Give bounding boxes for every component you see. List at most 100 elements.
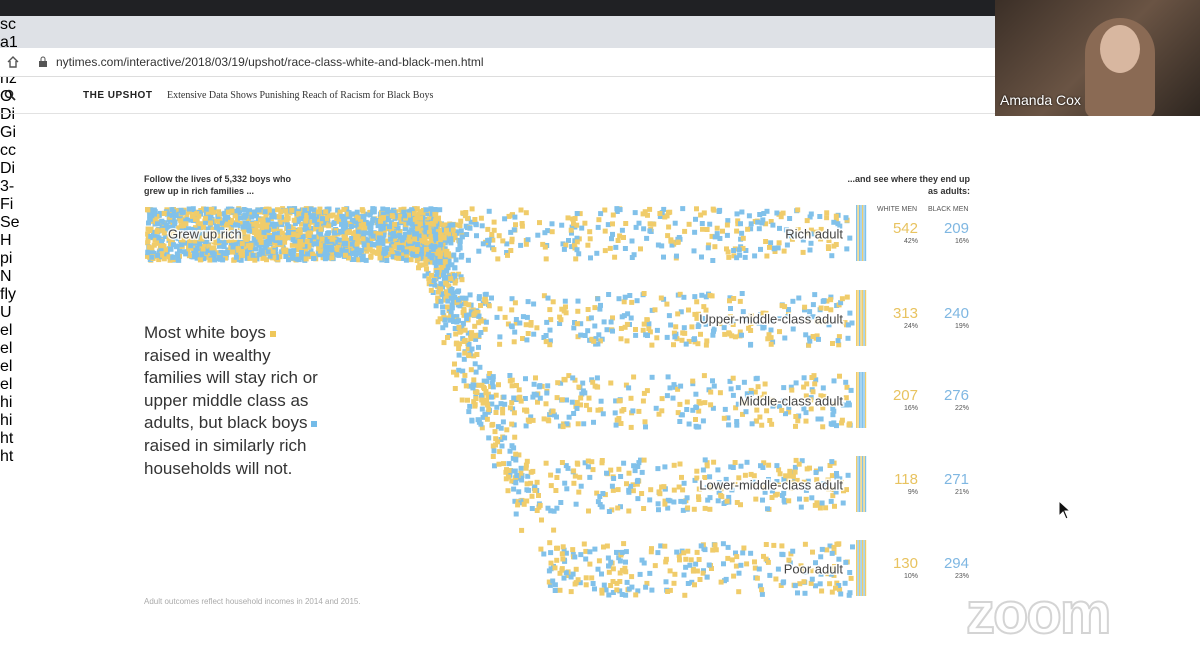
person-dot: [658, 295, 664, 301]
person-dot: [619, 549, 625, 555]
person-dot: [560, 544, 566, 550]
person-dot: [652, 307, 658, 313]
section-name[interactable]: THE UPSHOT: [83, 90, 153, 101]
person-dot: [453, 331, 459, 337]
tab[interactable]: Se: [0, 214, 1200, 232]
person-dot: [831, 420, 837, 426]
person-dot: [558, 500, 564, 505]
person-dot: [243, 207, 249, 213]
person-dot: [300, 234, 306, 240]
person-dot: [509, 400, 515, 405]
person-dot: [690, 378, 696, 384]
tab[interactable]: ht: [0, 430, 1200, 448]
person-dot: [216, 255, 222, 260]
tab[interactable]: Di: [0, 160, 1200, 178]
person-dot: [575, 421, 581, 427]
person-dot: [216, 238, 222, 244]
person-dot: [464, 232, 470, 237]
stripe: [865, 540, 867, 596]
tab[interactable]: U: [0, 304, 1200, 322]
person-dot: [231, 237, 237, 243]
person-dot: [637, 571, 643, 577]
tab[interactable]: sc: [0, 16, 1200, 34]
tab[interactable]: Di: [0, 106, 1200, 124]
person-dot: [511, 339, 517, 345]
tab[interactable]: Fi: [0, 196, 1200, 214]
person-dot: [808, 227, 814, 233]
person-dot: [560, 556, 566, 562]
person-dot: [813, 583, 818, 589]
person-dot: [317, 206, 323, 212]
person-dot: [402, 226, 408, 231]
url[interactable]: nytimes.com/interactive/2018/03/19/upsho…: [56, 55, 484, 69]
person-dot: [531, 301, 537, 307]
person-dot: [415, 226, 421, 232]
person-dot: [387, 224, 392, 230]
person-dot: [847, 310, 853, 316]
person-dot: [480, 241, 486, 247]
tab[interactable]: a1: [0, 34, 1200, 52]
person-dot: [486, 303, 492, 309]
person-dot: [315, 209, 321, 215]
person-dot: [680, 330, 686, 336]
person-dot: [603, 587, 609, 593]
tab[interactable]: el: [0, 322, 1200, 340]
person-dot: [253, 225, 259, 231]
person-dot: [792, 469, 798, 475]
person-dot: [748, 321, 754, 326]
person-dot: [471, 353, 477, 359]
person-dot: [282, 236, 288, 242]
person-dot: [229, 208, 235, 214]
tab[interactable]: fly: [0, 286, 1200, 304]
person-dot: [452, 280, 458, 286]
tab[interactable]: Gi: [0, 124, 1200, 142]
person-dot: [752, 559, 757, 565]
person-dot: [558, 317, 564, 323]
person-dot: [763, 221, 769, 227]
person-dot: [448, 236, 454, 242]
person-dot: [732, 460, 738, 465]
person-dot: [479, 223, 485, 229]
tab[interactable]: el: [0, 358, 1200, 376]
person-dot: [318, 226, 324, 232]
person-dot: [505, 474, 511, 480]
tab[interactable]: el: [0, 376, 1200, 394]
tab[interactable]: el: [0, 340, 1200, 358]
person-dot: [236, 210, 242, 216]
person-dot: [219, 227, 225, 232]
tab[interactable]: pi: [0, 250, 1200, 268]
tab[interactable]: ht: [0, 448, 1200, 466]
person-dot: [490, 421, 496, 427]
home-icon[interactable]: [6, 55, 20, 69]
person-dot: [197, 257, 203, 263]
person-dot: [545, 295, 551, 301]
person-dot: [364, 248, 370, 254]
person-dot: [706, 242, 712, 248]
person-dot: [730, 318, 736, 324]
person-dot: [601, 544, 606, 550]
tab[interactable]: N: [0, 268, 1200, 286]
person-dot: [320, 243, 326, 249]
person-dot: [448, 309, 454, 315]
tab[interactable]: 3-: [0, 178, 1200, 196]
tab[interactable]: H: [0, 232, 1200, 250]
person-dot: [581, 421, 587, 427]
person-dot: [455, 247, 461, 253]
person-dot: [721, 501, 727, 506]
person-dot: [303, 256, 309, 262]
person-dot: [795, 227, 801, 233]
tab[interactable]: cc: [0, 142, 1200, 160]
person-dot: [581, 541, 587, 547]
person-dot: [508, 229, 514, 235]
person-dot: [559, 566, 565, 572]
person-dot: [829, 589, 835, 595]
person-dot: [730, 322, 736, 327]
person-dot: [740, 309, 746, 315]
tab[interactable]: hi: [0, 394, 1200, 412]
person-dot: [768, 219, 774, 224]
search-icon[interactable]: [4, 89, 16, 101]
person-dot: [616, 466, 622, 472]
person-dot: [219, 220, 225, 226]
tab[interactable]: hi: [0, 412, 1200, 430]
person-dot: [403, 235, 409, 241]
